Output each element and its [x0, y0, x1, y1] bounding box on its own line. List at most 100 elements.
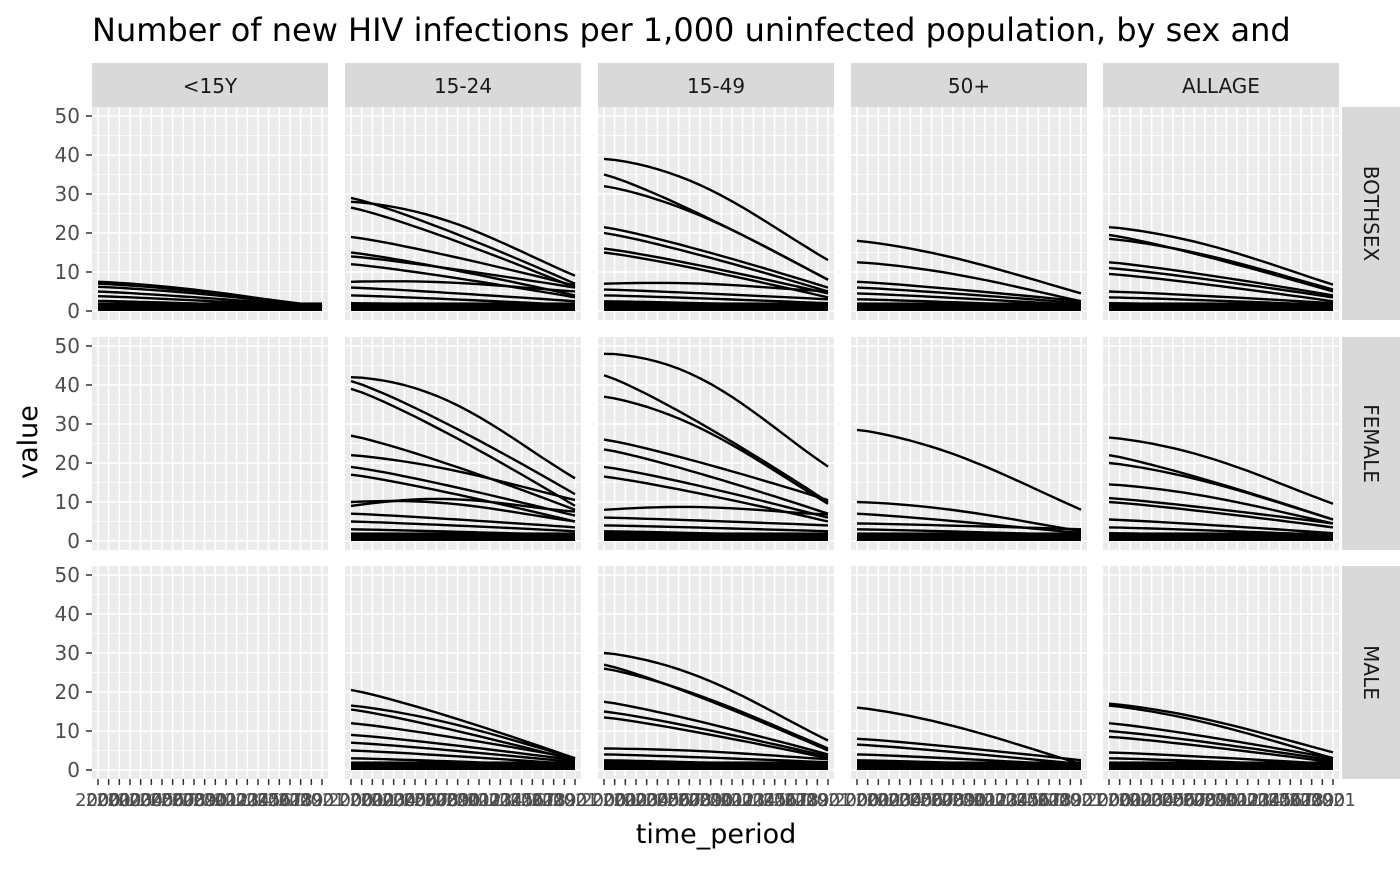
- facet-panel: [851, 337, 1087, 550]
- strip-label: <15Y: [183, 74, 238, 98]
- strip-background: [1103, 63, 1339, 107]
- series-line: [1108, 226, 1334, 286]
- series-line: [1108, 702, 1334, 754]
- facet-grid: <15Y 15-24 15-49 50+ ALLAGE BOTHSEX FEMALE MALE…: [55, 63, 1400, 811]
- series-line: [603, 294, 829, 305]
- series-line: [603, 226, 829, 289]
- y-tick-label: 10: [55, 260, 80, 284]
- x-tick-label: 2001: [339, 790, 385, 811]
- series-line: [350, 200, 576, 277]
- series-line: [350, 741, 576, 764]
- x-tick-label: 2014: [983, 790, 1029, 811]
- facet-strip-col: 50+: [851, 63, 1087, 107]
- strip-background: [1342, 107, 1400, 320]
- x-tick-label: 2013: [1225, 790, 1271, 811]
- x-tick-label: 2006: [1150, 790, 1196, 811]
- x-tick-label: 2018: [267, 790, 313, 811]
- x-tick-label: 2005: [1139, 790, 1185, 811]
- series-line: [350, 255, 576, 289]
- series-dense-band: [857, 302, 1081, 311]
- strip-label: 15-24: [434, 74, 492, 98]
- facet-panel: [345, 337, 581, 550]
- series-line: [603, 185, 829, 281]
- x-tick-label: 2015: [1246, 790, 1292, 811]
- x-tick-label: 2009: [677, 790, 723, 811]
- y-tick-label: 20: [55, 680, 80, 704]
- x-tick-label: 2005: [381, 790, 427, 811]
- series-line: [350, 251, 576, 297]
- series-line: [350, 688, 576, 760]
- series-line: [1108, 735, 1334, 764]
- facet-panel: [1103, 107, 1339, 320]
- y-tick-label: 20: [55, 221, 80, 245]
- series-line: [350, 206, 576, 289]
- x-tick-label: 2015: [741, 790, 787, 811]
- series-line: [603, 700, 829, 756]
- y-axis-title: value: [13, 405, 44, 479]
- y-tick-label: 30: [55, 182, 80, 206]
- x-tick-label: 2004: [371, 790, 417, 811]
- series-line: [1108, 461, 1334, 521]
- series-dense-band: [1109, 761, 1333, 770]
- series-line: [350, 379, 576, 496]
- chart-title: Number of new HIV infections per 1,000 u…: [92, 11, 1291, 49]
- x-tick-label: 2020: [1047, 790, 1093, 811]
- x-tick-label: 2014: [730, 790, 776, 811]
- x-tick-label: 2012: [456, 790, 502, 811]
- x-tick-label: 2009: [930, 790, 976, 811]
- series-line: [1108, 233, 1334, 293]
- series-line: [350, 434, 576, 511]
- x-tick-label: 2021: [299, 790, 345, 811]
- x-tick-label: 2000: [75, 790, 121, 811]
- facet-panel: [598, 566, 834, 779]
- facet-panel: [92, 107, 328, 320]
- strip-label: FEMALE: [1359, 404, 1383, 483]
- series-line: [603, 663, 829, 752]
- x-tick-label: 2005: [128, 790, 174, 811]
- y-tick-label: 0: [67, 299, 80, 323]
- x-tick-label: 2013: [973, 790, 1019, 811]
- x-tick-label: 2004: [1129, 790, 1175, 811]
- series-line: [856, 500, 1082, 533]
- x-tick-label: 2017: [1015, 790, 1061, 811]
- x-tick-label: 2004: [624, 790, 670, 811]
- x-tick-label: 2021: [805, 790, 851, 811]
- x-tick-label: 2014: [224, 790, 270, 811]
- x-tick-label: 2019: [278, 790, 324, 811]
- x-tick-label: 2020: [1299, 790, 1345, 811]
- y-tick-label: 40: [55, 602, 80, 626]
- series-line: [603, 438, 829, 502]
- facet-panel: [92, 566, 328, 779]
- series-line: [856, 280, 1082, 303]
- strip-label: 50+: [948, 74, 990, 98]
- facet-panel: [345, 107, 581, 320]
- x-tick-label: 2003: [107, 790, 153, 811]
- facet-panel: [851, 566, 1087, 779]
- series-line: [603, 448, 829, 515]
- series-line: [1108, 496, 1334, 525]
- series-dense-band: [351, 761, 575, 770]
- x-tick-label: 2015: [235, 790, 281, 811]
- series-line: [350, 465, 576, 517]
- series-line: [350, 286, 576, 303]
- series-line: [603, 505, 829, 516]
- series-line: [856, 743, 1082, 766]
- x-tick-label: 2019: [531, 790, 577, 811]
- y-tick-label: 10: [55, 719, 80, 743]
- series-dense-band: [98, 302, 322, 311]
- series-line: [1108, 483, 1334, 525]
- series-line: [1108, 729, 1334, 762]
- x-tick-label: 2016: [1257, 790, 1303, 811]
- series-line: [603, 667, 829, 750]
- series-line: [350, 704, 576, 760]
- series-line: [350, 454, 576, 502]
- series-line: [1108, 704, 1334, 760]
- y-tick-label: 50: [55, 104, 80, 128]
- series-line: [1108, 266, 1334, 299]
- x-tick-label: 2008: [919, 790, 965, 811]
- facet-strip-row: FEMALE: [1342, 337, 1400, 550]
- x-tick-label: 2016: [752, 790, 798, 811]
- series-line: [350, 263, 576, 299]
- series-line: [350, 512, 576, 529]
- series-line: [603, 747, 829, 761]
